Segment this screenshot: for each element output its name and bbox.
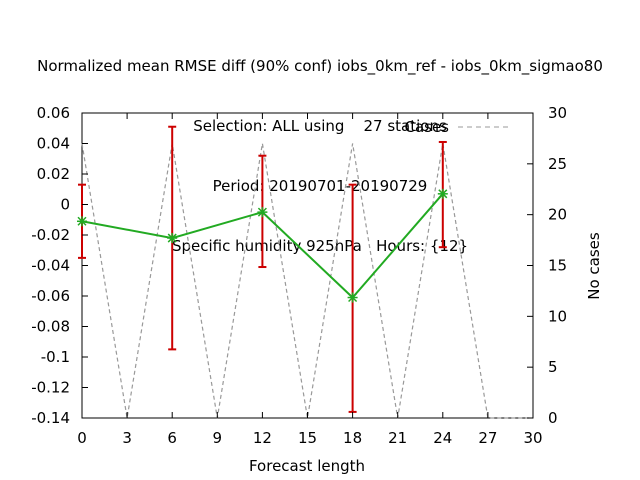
x-axis-label: Forecast length — [249, 457, 365, 475]
data-point — [257, 207, 268, 218]
y-tick-label: -0.1 — [41, 348, 70, 366]
title-line-1: Normalized mean RMSE diff (90% conf) iob… — [37, 57, 603, 75]
x-tick-label: 9 — [213, 429, 223, 447]
y-tick-label: -0.02 — [31, 226, 70, 244]
legend-label-cases: Cases — [404, 118, 449, 136]
y-tick-label: 0.06 — [37, 104, 70, 122]
data-point — [347, 292, 358, 303]
x-tick-label: 0 — [77, 429, 87, 447]
y2-axis-label: No cases — [585, 232, 603, 300]
y2-tick-label: 25 — [548, 155, 567, 173]
y-tick-label: -0.14 — [31, 409, 70, 427]
data-point — [77, 216, 87, 227]
y-tick-label: -0.08 — [31, 318, 70, 336]
y-tick-label: -0.06 — [31, 287, 70, 305]
x-tick-label: 21 — [388, 429, 407, 447]
y-tick-label: 0.02 — [37, 165, 70, 183]
y2-tick-label: 20 — [548, 206, 567, 224]
main-series-layer — [77, 188, 448, 303]
y-tick-label: 0 — [60, 196, 70, 214]
title-line-4: Specific humidity 925hPa Hours: {12} — [171, 237, 469, 255]
x-tick-label: 18 — [343, 429, 362, 447]
y-tick-label: 0.04 — [37, 135, 70, 153]
y2-tick-label: 0 — [548, 409, 558, 427]
legend: Cases — [404, 118, 512, 136]
chart-title: Normalized mean RMSE diff (90% conf) iob… — [0, 16, 640, 276]
plot-area-frame — [81, 112, 534, 419]
cases-line — [81, 143, 533, 419]
data-point — [437, 188, 448, 199]
x-tick-label: 3 — [122, 429, 132, 447]
title-line-3: Period: 20190701-20190729 — [212, 177, 428, 195]
y-tick-label: -0.12 — [31, 379, 70, 397]
x-tick-label: 30 — [523, 429, 542, 447]
y2-tick-label: 10 — [548, 307, 567, 325]
x-tick-label: 12 — [253, 429, 272, 447]
x-tick-label: 27 — [478, 429, 497, 447]
cases-layer — [81, 143, 533, 419]
y2-tick-label: 5 — [548, 358, 558, 376]
x-tick-label: 15 — [298, 429, 317, 447]
y2-tick-label: 15 — [548, 257, 567, 275]
axes-layer: 0 3 6 9 12 15 18 21 24 27 30 0.06 0.04 0.02 0 -0.02 -0.0… — [31, 104, 567, 447]
error-bars-layer — [78, 125, 447, 413]
y2-tick-label: 30 — [548, 104, 567, 122]
y-tick-label: -0.04 — [31, 257, 70, 275]
x-tick-label: 24 — [433, 429, 452, 447]
x-tick-label: 6 — [167, 429, 177, 447]
data-point — [167, 233, 178, 244]
title-line-2: Selection: ALL using 27 stations — [193, 117, 447, 135]
